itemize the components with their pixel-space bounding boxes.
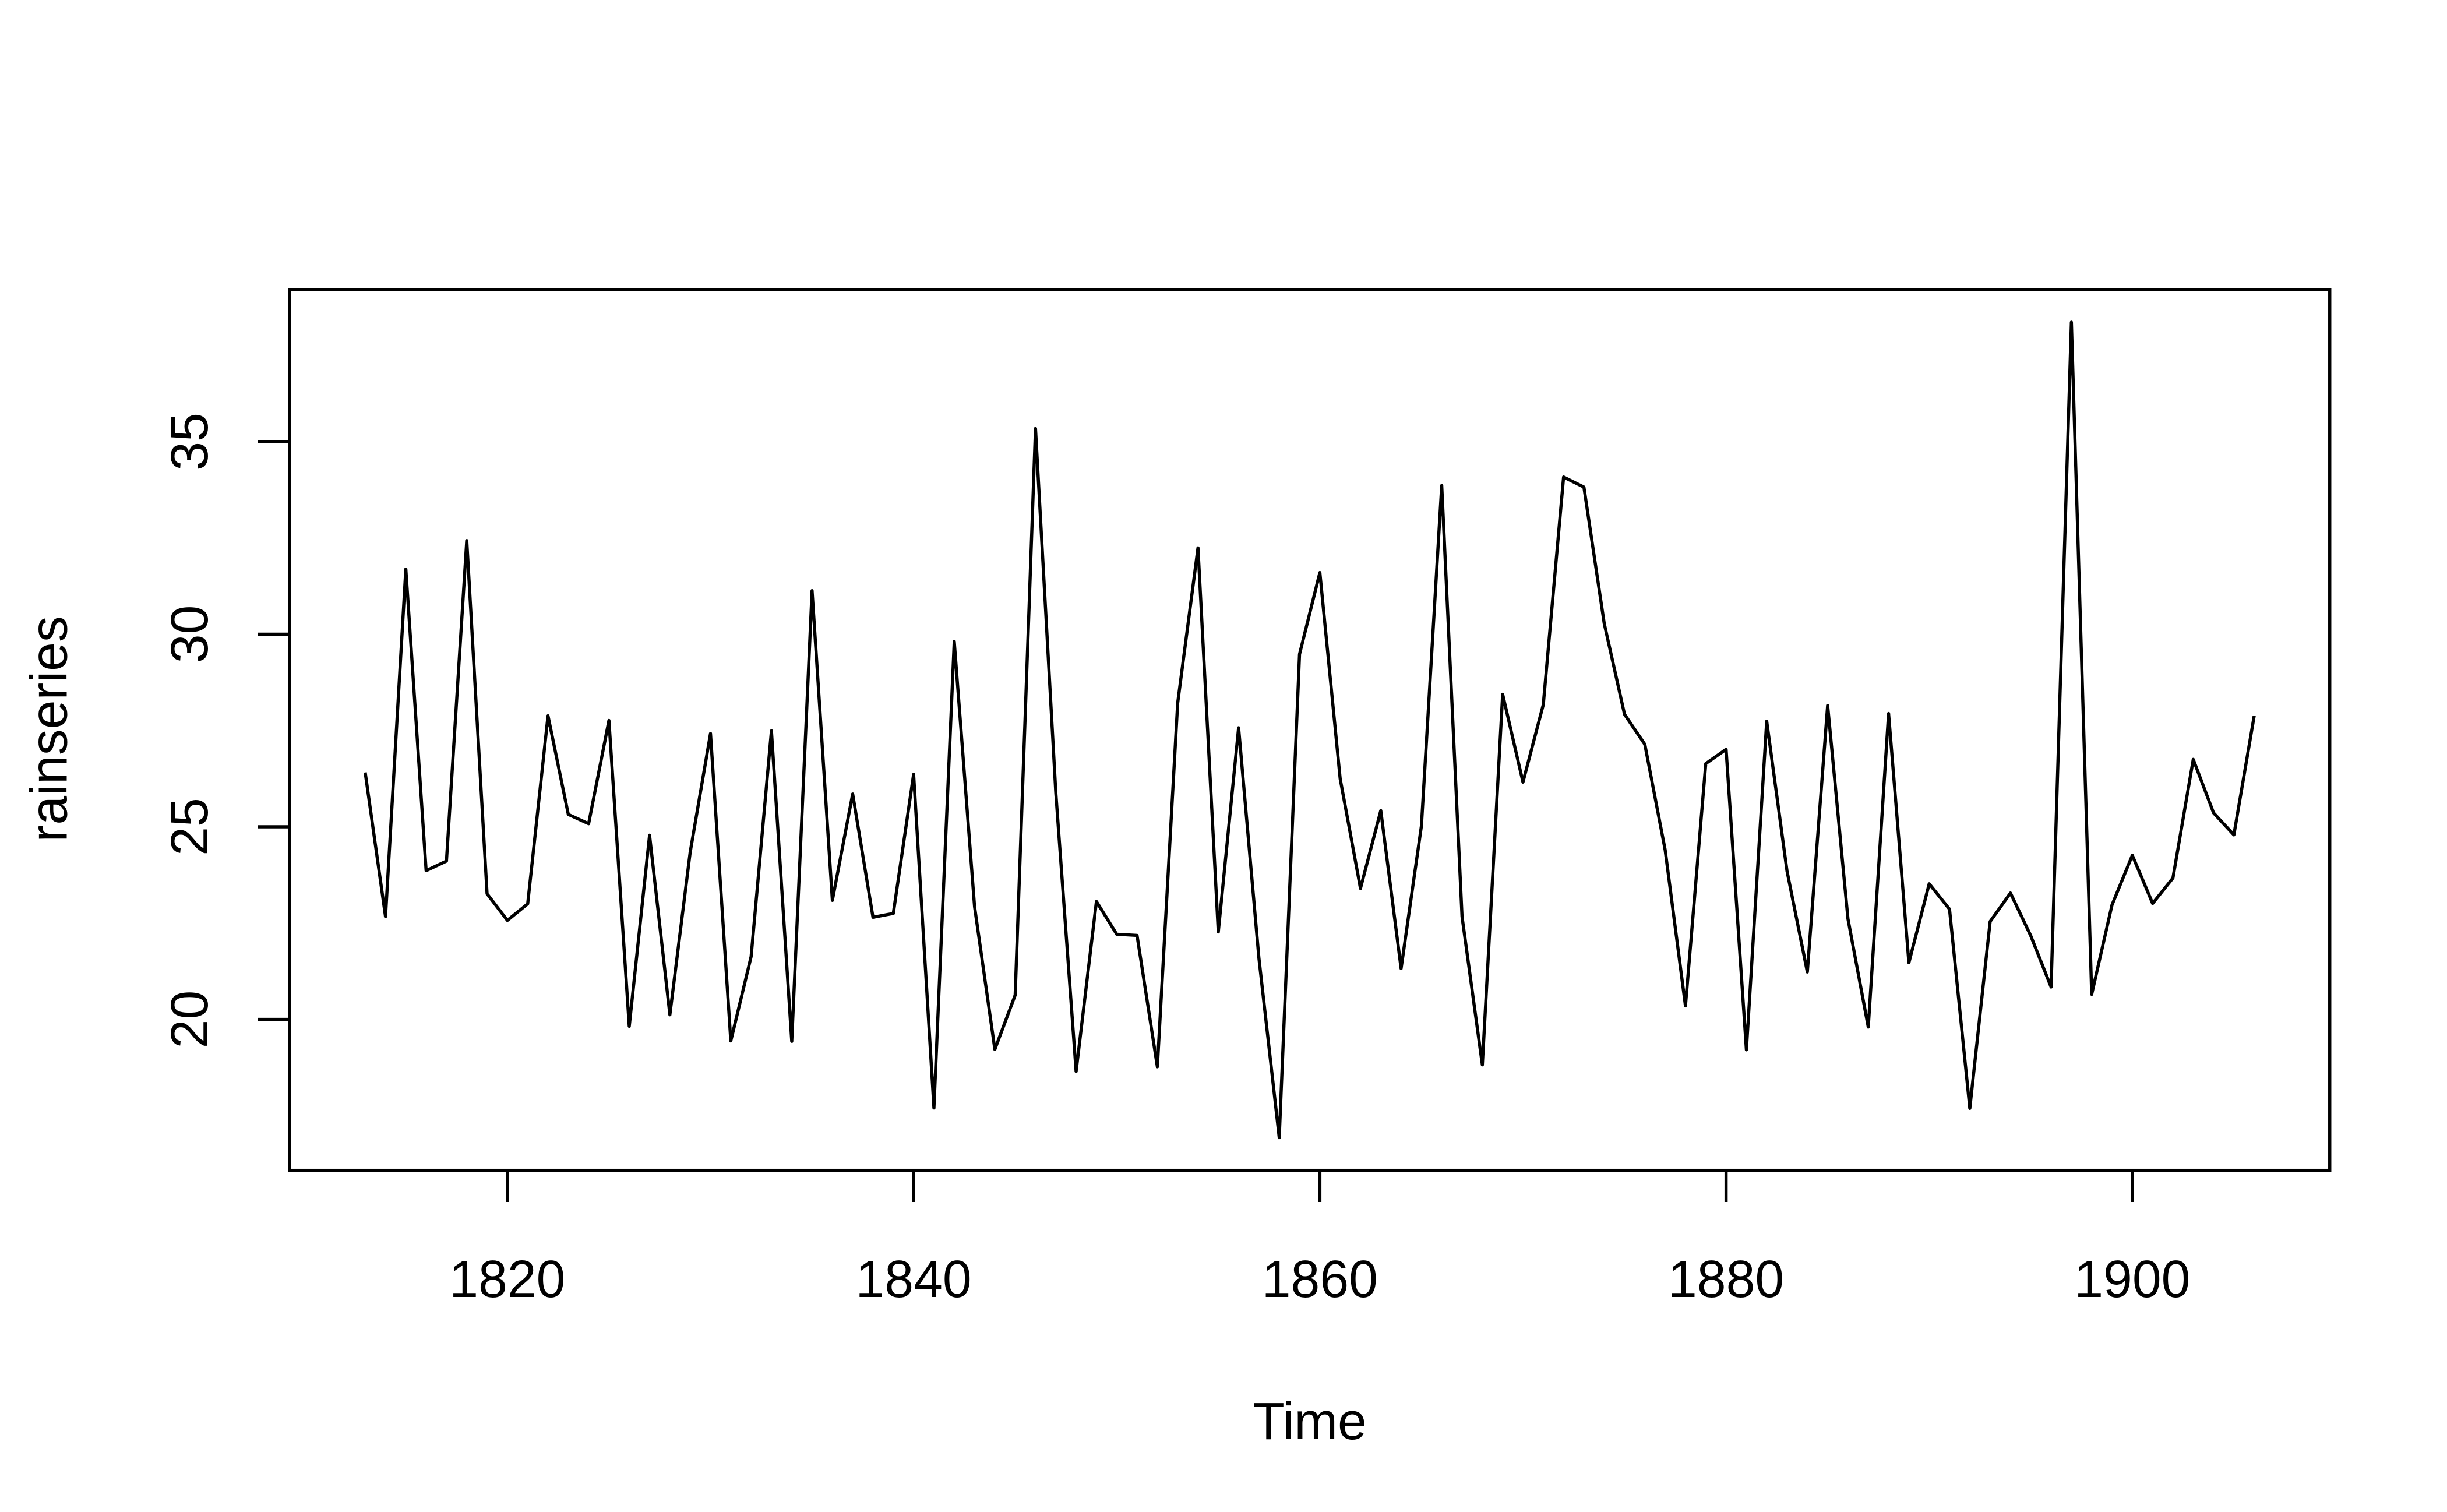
x-tick-label: 1880	[1668, 1250, 1784, 1308]
x-tick-label: 1900	[2074, 1250, 2190, 1308]
x-axis-label: Time	[1253, 1392, 1367, 1450]
y-tick-label: 25	[160, 798, 218, 856]
data-line	[364, 320, 2256, 1140]
y-tick-label: 20	[160, 991, 218, 1049]
plot-frame	[288, 288, 2332, 1172]
y-tick-label: 30	[160, 605, 218, 664]
x-tick-label: 1860	[1262, 1250, 1378, 1308]
x-tick-label: 1820	[449, 1250, 565, 1308]
x-tick-label: 1840	[855, 1250, 971, 1308]
y-axis-label: rainseries	[19, 616, 77, 842]
y-tick-label: 35	[160, 413, 218, 471]
